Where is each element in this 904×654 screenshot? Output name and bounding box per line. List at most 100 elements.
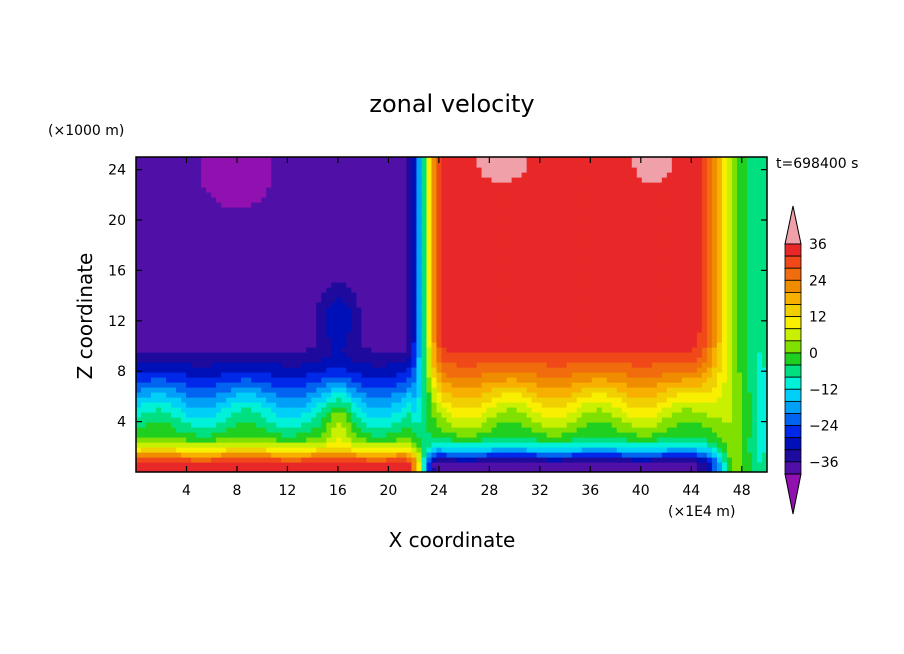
field-cell bbox=[526, 347, 533, 353]
field-cell bbox=[376, 422, 382, 428]
field-cell bbox=[136, 427, 142, 433]
field-cell bbox=[191, 317, 197, 323]
field-cell bbox=[216, 287, 222, 293]
field-cell bbox=[641, 467, 648, 472]
field-cell bbox=[331, 322, 337, 328]
field-cell bbox=[641, 377, 648, 383]
field-cell bbox=[526, 367, 533, 373]
field-cell bbox=[261, 432, 267, 438]
field-cell bbox=[706, 432, 713, 438]
field-cell bbox=[176, 322, 182, 328]
field-cell bbox=[671, 352, 678, 358]
field-cell bbox=[511, 372, 518, 378]
field-cell bbox=[161, 302, 167, 308]
field-cell bbox=[261, 342, 267, 348]
field-cell bbox=[501, 372, 508, 378]
field-cell bbox=[256, 332, 262, 338]
field-cell bbox=[571, 377, 578, 383]
field-cell bbox=[536, 442, 543, 448]
field-cell bbox=[301, 422, 307, 428]
field-cell bbox=[341, 397, 347, 403]
field-cell bbox=[496, 422, 503, 428]
field-cell bbox=[241, 422, 247, 428]
field-cell bbox=[651, 342, 658, 348]
field-cell bbox=[271, 387, 277, 393]
field-cell bbox=[651, 327, 658, 333]
field-cell bbox=[666, 437, 673, 443]
field-cell bbox=[276, 367, 282, 373]
field-cell bbox=[166, 307, 172, 313]
field-cell bbox=[291, 357, 297, 363]
field-cell bbox=[291, 322, 297, 328]
field-cell bbox=[141, 337, 147, 343]
field-cell bbox=[736, 457, 743, 463]
field-cell bbox=[286, 297, 292, 303]
field-cell bbox=[741, 422, 748, 428]
field-cell bbox=[146, 317, 152, 323]
field-cell bbox=[691, 442, 698, 448]
field-cell bbox=[361, 442, 367, 448]
field-cell bbox=[206, 297, 212, 303]
field-cell bbox=[281, 402, 287, 408]
field-cell bbox=[266, 282, 272, 288]
field-cell bbox=[166, 392, 172, 398]
field-cell bbox=[706, 387, 713, 393]
field-cell bbox=[291, 372, 297, 378]
field-cell bbox=[711, 457, 718, 463]
field-cell bbox=[691, 417, 698, 423]
field-cell bbox=[331, 382, 337, 388]
field-cell bbox=[616, 347, 623, 353]
field-cell bbox=[341, 437, 347, 443]
field-cell bbox=[696, 322, 703, 328]
field-cell bbox=[616, 407, 623, 413]
field-cell bbox=[266, 402, 272, 408]
field-cell bbox=[146, 437, 152, 443]
field-cell bbox=[356, 312, 362, 318]
field-cell bbox=[271, 457, 277, 463]
field-cell bbox=[226, 367, 232, 373]
field-cell bbox=[676, 312, 683, 318]
field-cell bbox=[146, 377, 152, 383]
field-cell bbox=[316, 327, 322, 333]
field-cell bbox=[351, 372, 357, 378]
field-cell bbox=[236, 347, 242, 353]
field-cell bbox=[316, 447, 322, 453]
field-cell bbox=[446, 367, 453, 373]
field-cell bbox=[291, 462, 297, 468]
field-cell bbox=[286, 302, 292, 308]
field-cell bbox=[656, 352, 663, 358]
field-cell bbox=[141, 352, 147, 358]
field-cell bbox=[431, 302, 438, 308]
field-cell bbox=[211, 412, 217, 418]
field-cell bbox=[536, 287, 543, 293]
field-cell bbox=[386, 422, 393, 428]
field-cell bbox=[271, 412, 277, 418]
field-cell bbox=[221, 332, 227, 338]
field-cell bbox=[366, 432, 372, 438]
field-cell bbox=[661, 352, 668, 358]
field-cell bbox=[441, 292, 448, 298]
field-cell bbox=[191, 377, 197, 383]
field-cell bbox=[696, 397, 703, 403]
field-cell bbox=[616, 332, 623, 338]
field-cell bbox=[206, 347, 212, 353]
field-cell bbox=[241, 467, 247, 472]
field-cell bbox=[551, 387, 558, 393]
field-cell bbox=[436, 382, 443, 388]
field-cell bbox=[601, 307, 608, 313]
field-cell bbox=[571, 447, 578, 453]
field-cell bbox=[411, 402, 418, 408]
field-cell bbox=[721, 447, 728, 453]
field-cell bbox=[566, 292, 573, 298]
field-cell bbox=[191, 307, 197, 313]
field-cell bbox=[536, 422, 543, 428]
field-cell bbox=[631, 337, 638, 343]
field-cell bbox=[626, 382, 633, 388]
field-cell bbox=[421, 327, 428, 333]
field-cell bbox=[286, 277, 292, 283]
field-cell bbox=[471, 432, 478, 438]
field-cell bbox=[606, 417, 613, 423]
field-cell bbox=[706, 462, 713, 468]
field-cell bbox=[191, 337, 197, 343]
field-cell bbox=[651, 377, 658, 383]
